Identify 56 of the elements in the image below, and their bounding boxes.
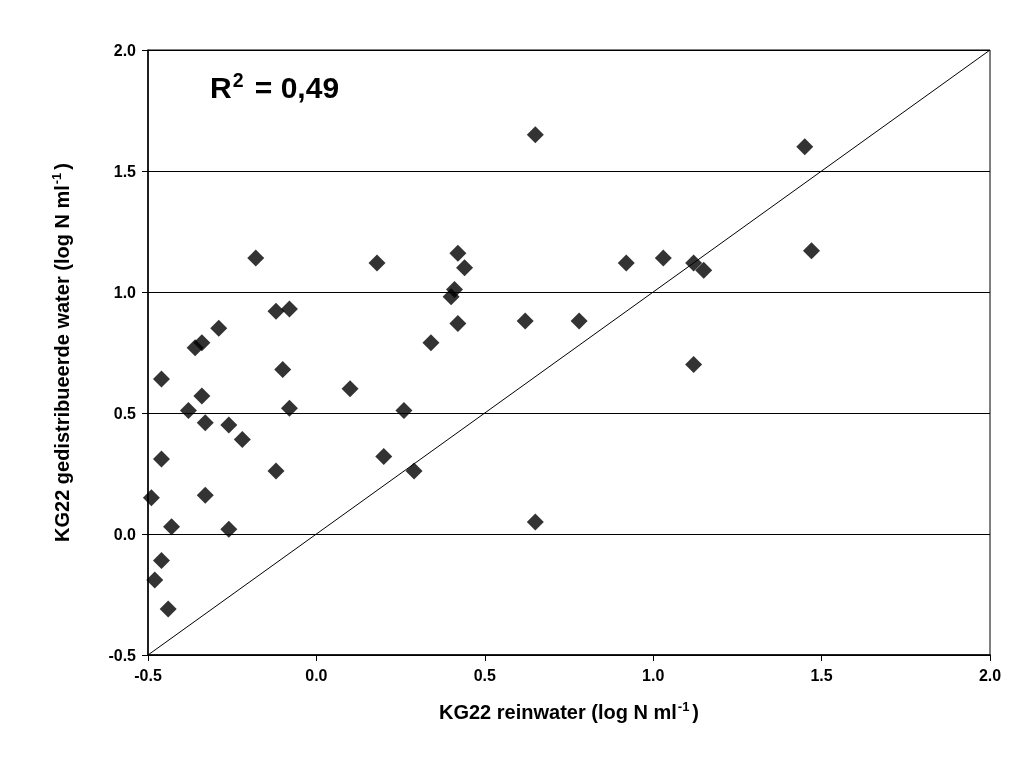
y-tick-label: 0.0 xyxy=(113,525,137,543)
point xyxy=(456,259,474,277)
point xyxy=(247,249,265,267)
point xyxy=(193,387,211,405)
point xyxy=(267,302,285,320)
point xyxy=(685,356,703,374)
y-axis-title: KG22 gedistribueerde water (log N ml-1) xyxy=(49,163,73,542)
point xyxy=(375,448,393,466)
x-tick-label: 0.5 xyxy=(473,666,497,684)
point xyxy=(796,138,814,156)
point xyxy=(422,334,440,352)
y-tick-label: 0.5 xyxy=(113,404,137,422)
point xyxy=(146,571,164,589)
point xyxy=(274,360,292,378)
point xyxy=(654,249,672,267)
point xyxy=(159,600,177,618)
point xyxy=(179,402,197,420)
point xyxy=(152,552,170,570)
point xyxy=(570,312,588,330)
point xyxy=(210,319,228,337)
point xyxy=(685,254,703,272)
point xyxy=(152,450,170,468)
point xyxy=(152,370,170,388)
point xyxy=(803,242,820,260)
point xyxy=(526,513,544,531)
point xyxy=(449,244,467,262)
point xyxy=(280,300,298,318)
point xyxy=(280,399,298,417)
point xyxy=(395,402,413,420)
x-tick-label: 1.5 xyxy=(810,666,833,684)
point xyxy=(695,261,713,279)
y-tick-label: 2.0 xyxy=(113,41,137,59)
point xyxy=(233,431,251,449)
y-tick-label: -0.5 xyxy=(108,646,137,664)
y-tick-label: 1.5 xyxy=(113,162,137,180)
point xyxy=(220,520,238,538)
point xyxy=(526,126,544,144)
point xyxy=(617,254,635,272)
y-tick-label: 1.0 xyxy=(113,283,137,301)
point xyxy=(196,414,214,432)
point xyxy=(445,281,463,299)
x-tick-label: 0.0 xyxy=(305,666,328,684)
point xyxy=(368,254,386,272)
x-tick-label: 1.0 xyxy=(642,666,665,684)
point xyxy=(341,380,359,398)
point xyxy=(142,489,160,507)
point xyxy=(449,314,467,332)
x-tick-label: -0.5 xyxy=(134,666,162,684)
point xyxy=(163,518,181,536)
point xyxy=(220,416,238,434)
x-tick-label: 2.0 xyxy=(978,666,1002,684)
point xyxy=(193,334,211,352)
point xyxy=(405,462,423,480)
point xyxy=(196,486,214,504)
point xyxy=(267,462,285,480)
point xyxy=(516,312,534,330)
